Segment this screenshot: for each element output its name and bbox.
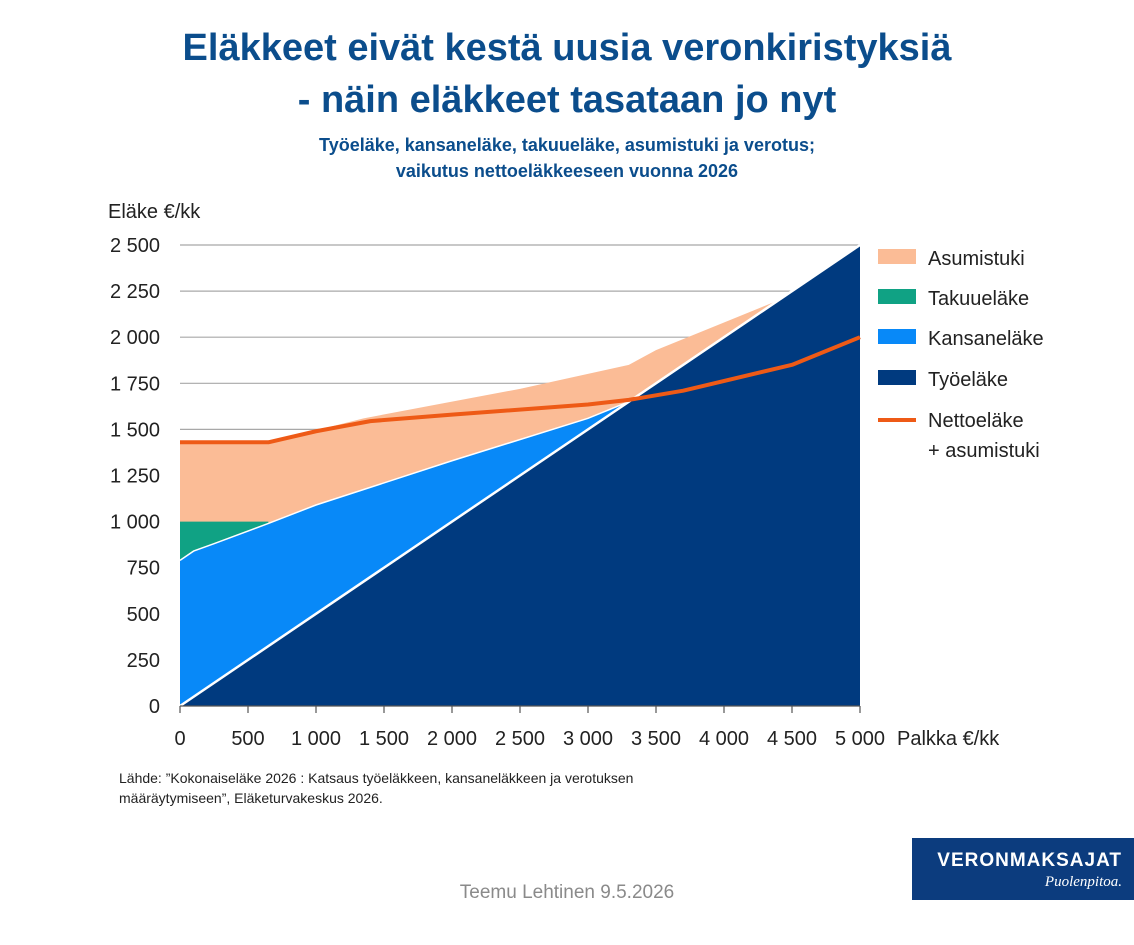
line-nettoelake [180,335,861,445]
x-axis-label: Palkka €/kk [897,728,1000,750]
x-tick-label-0: 0 [174,728,185,750]
y-axis-label: Eläke €/kk [108,201,201,223]
x-tick-label-1: 500 [231,728,264,750]
chart-subtitle-line-2: vaikutus nettoeläkkeeseen vuonna 2026 [395,161,739,181]
x-tick-label-2: 1 000 [291,728,341,750]
legend-swatch-1 [878,289,916,304]
chart-title-line-2: - näin eläkkeet tasataan jo nyt [297,79,837,121]
y-tick-label-5: 1 250 [110,466,160,488]
veronmaksajat-logo: VERONMAKSAJAT Puolenpitoa. [912,838,1134,900]
legend-label-4-0: Nettoeläke [928,410,1024,432]
x-tick-label-5: 2 500 [495,728,545,750]
legend-label-3: Työeläke [928,369,1008,391]
y-tick-label-3: 750 [127,558,160,580]
y-tick-label-8: 2 000 [110,327,160,349]
y-tick-label-2: 500 [127,604,160,626]
source-note: Lähde: ”Kokonaiseläke 2026 : Katsaus työ… [119,770,634,806]
legend-label-2: Kansaneläke [928,328,1044,350]
y-tick-label-9: 2 250 [110,281,160,303]
y-tick-label-7: 1 750 [110,373,160,395]
y-tick-label-1: 250 [127,650,160,672]
x-tick-label-7: 3 500 [631,728,681,750]
legend-swatch-0 [878,249,916,264]
x-tick-label-4: 2 000 [427,728,477,750]
legend-swatch-2 [878,329,916,344]
y-tick-label-10: 2 500 [110,235,160,257]
logo-name: VERONMAKSAJAT [937,850,1122,871]
y-tick-label-0: 0 [149,696,160,718]
x-tick-label-6: 3 000 [563,728,613,750]
x-tick-label-8: 4 000 [699,728,749,750]
legend-swatch-3 [878,370,916,385]
chart-title-line-1: Eläkkeet eivät kestä uusia veronkiristyk… [182,27,952,69]
y-tick-label-4: 1 000 [110,512,160,534]
kansanelake-edge [179,244,861,561]
logo-slogan: Puolenpitoa. [1044,874,1122,890]
legend-label-0: Asumistuki [928,248,1025,270]
legend: Asumistuki Takuueläke Kansaneläke Työeläke N… [878,248,1044,462]
chart-lines [180,335,861,445]
legend-label-4-1: + asumistuki [928,440,1040,462]
x-tick-label-10: 5 000 [835,728,885,750]
axes: 0 500 1 000 1 500 2 000 2 500 3 000 3 500 4 000 4… [108,201,1000,750]
chart-subtitle-line-1: Työeläke, kansaneläke, takuueläke, asumi… [319,135,815,155]
legend-label-1: Takuueläke [928,288,1029,310]
y-tick-label-6: 1 500 [110,419,160,441]
author-date: Teemu Lehtinen 9.5.2026 [459,882,675,903]
chart-areas [179,243,861,708]
x-tick-label-3: 1 500 [359,728,409,750]
x-tick-label-9: 4 500 [767,728,817,750]
